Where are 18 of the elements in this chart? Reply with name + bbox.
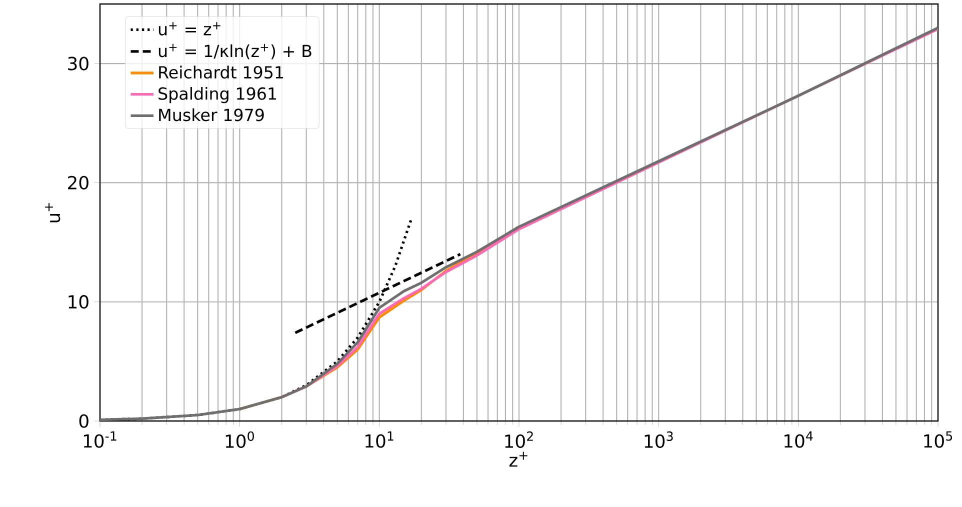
legend-label: Spalding 1961	[158, 87, 276, 104]
y-tick-label: 30	[68, 56, 88, 70]
legend-label: Reichardt 1951	[159, 66, 284, 79]
x-tick-label: 10$^{5}$	[924, 431, 952, 448]
x-tick-label: 10$^{2}$	[505, 431, 533, 448]
x-tick-label: 10$^{0}$	[226, 431, 254, 448]
y-tick-label: 0	[79, 414, 88, 428]
x-tick-label: 10$^{1}$	[366, 431, 394, 448]
y-tick-label: 10	[68, 295, 88, 309]
legend-label: Musker 1979	[159, 108, 264, 122]
x-tick-label: 10$^{-1}$	[84, 431, 116, 448]
x-axis-title: z$^{+}$	[509, 452, 528, 467]
legend-label: u$^{+}$ = 1/κln(z$^{+}$) + B	[158, 44, 312, 60]
y-tick-label: 20	[68, 176, 88, 190]
x-tick-label: 10$^{3}$	[644, 431, 673, 448]
y-axis-title: u$^{+}$	[45, 203, 60, 222]
x-tick-label: 10$^{4}$	[784, 431, 813, 448]
legend-label: u$^{+}$ = z$^{+}$	[158, 22, 220, 36]
